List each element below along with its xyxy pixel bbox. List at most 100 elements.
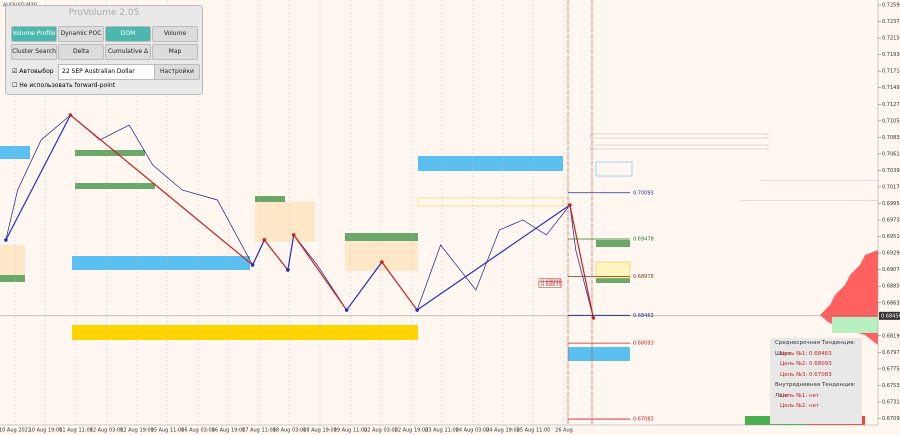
x-tick-label: 19 Aug 11:00	[334, 428, 368, 434]
provolume-panel: ProVolume 2.05 Volume Profile Dynamic POC…	[5, 5, 203, 95]
x-tick-label: 15 Aug 11:00	[151, 428, 185, 434]
info-line: Цель №1: 0.68463	[780, 350, 832, 357]
info-line: Цель №2: нет	[780, 403, 820, 409]
zigzag-segment	[70, 114, 254, 266]
zigzag-segment	[381, 261, 418, 311]
zigzag-point	[568, 203, 572, 207]
target-level-label: 0.67083	[633, 417, 654, 423]
x-tick-label: 18 Aug 19:00	[303, 428, 337, 434]
x-tick-label: 22 Aug 03:00	[364, 428, 398, 434]
info-line: Среднесрочная Тенденция: Шорт	[775, 340, 856, 357]
sub-level-label: 0.68870	[541, 282, 562, 288]
zigzag-point	[286, 268, 290, 272]
target-level-label: 0.69478	[633, 237, 654, 243]
zigzag-point	[380, 260, 384, 264]
zigzag-point	[415, 308, 419, 312]
tool-button[interactable]: Volume Profile	[11, 26, 57, 42]
zigzag-point	[250, 263, 255, 267]
zigzag-point	[68, 113, 73, 117]
info-line: Цель №3: 0.67083	[780, 371, 832, 378]
x-tick-label: 24 Aug 19:00	[486, 428, 520, 434]
target-level-label: 0.68978	[633, 274, 654, 280]
info-line: Внутридневная Тенденция: Лонг	[775, 382, 856, 399]
forward-point-label: Не использовать forward-point	[19, 82, 116, 89]
current-price-box	[879, 311, 900, 320]
zigzag-point	[591, 316, 596, 320]
info-line: Цель №1: нет	[780, 392, 820, 399]
zigzag-point	[262, 238, 267, 242]
target-level-label: 0.70093	[633, 190, 654, 196]
tool-button[interactable]: Cluster Search	[11, 44, 57, 60]
zigzag-segment	[5, 114, 72, 241]
tool-button[interactable]: Volume	[152, 26, 198, 42]
instrument-select[interactable]: 22 SEP Australian Dollar	[58, 64, 155, 80]
x-tick-label: 16 Aug 19:00	[212, 428, 246, 434]
zigzag-segment	[416, 204, 571, 311]
x-tick-label: 25 Aug 11:00	[517, 428, 551, 434]
sub-level-box	[538, 281, 562, 288]
zigzag-point	[291, 233, 296, 237]
x-tick-label: 11 Aug 11:00	[59, 428, 93, 434]
zigzag-segment	[346, 261, 383, 311]
x-tick-label: 10 Aug 19:00	[29, 428, 63, 434]
x-tick-label: 26 Aug	[555, 428, 573, 434]
settings-button[interactable]: Настройки	[154, 64, 200, 80]
forward-point[interactable]: ☐ Не использовать forward-point	[12, 82, 116, 89]
x-tick-label: 17 Aug 11:00	[242, 428, 276, 434]
x-tick-label: 12 Aug 19:00	[120, 428, 154, 434]
x-tick-label: 10 Aug 2022	[0, 428, 31, 434]
zigzag-segment	[287, 234, 295, 271]
zigzag-segment	[569, 204, 594, 319]
x-tick-label: 22 Aug 19:00	[395, 428, 429, 434]
info-line: Цель №2: 0.68093	[780, 361, 832, 367]
zones	[0, 133, 769, 361]
zigzag-segment	[293, 234, 348, 311]
zigzag-point	[344, 308, 349, 312]
tool-button[interactable]: Dynamic POC	[58, 26, 104, 42]
zigzag-point	[4, 238, 8, 242]
x-tick-label: 24 Aug 03:00	[456, 428, 490, 434]
volume-profile	[740, 180, 878, 345]
info-panel: Среднесрочная Тенденция: Шорт Цель №1: 0.…	[770, 338, 862, 424]
tool-button[interactable]: Cumulative Δ	[105, 44, 151, 60]
auto-select[interactable]: ☑ Автовыбор	[12, 68, 54, 75]
current-price-label: 0.68456	[881, 313, 900, 319]
x-tick-label: 23 Aug 11:00	[425, 428, 459, 434]
x-tick-label: 12 Aug 03:00	[90, 428, 124, 434]
tool-button[interactable]: DOM	[105, 26, 151, 42]
zigzag-segment	[252, 239, 265, 266]
tool-button[interactable]: Delta	[58, 44, 104, 60]
panel-title: ProVolume 2.05	[68, 8, 140, 18]
x-tick-label: 18 Aug 03:00	[273, 428, 307, 434]
target-level-label: 0.68463	[633, 313, 654, 319]
target-level-label: 0.68093	[633, 341, 654, 347]
zigzag-segment	[263, 239, 289, 271]
tool-button[interactable]: Map	[152, 44, 198, 60]
